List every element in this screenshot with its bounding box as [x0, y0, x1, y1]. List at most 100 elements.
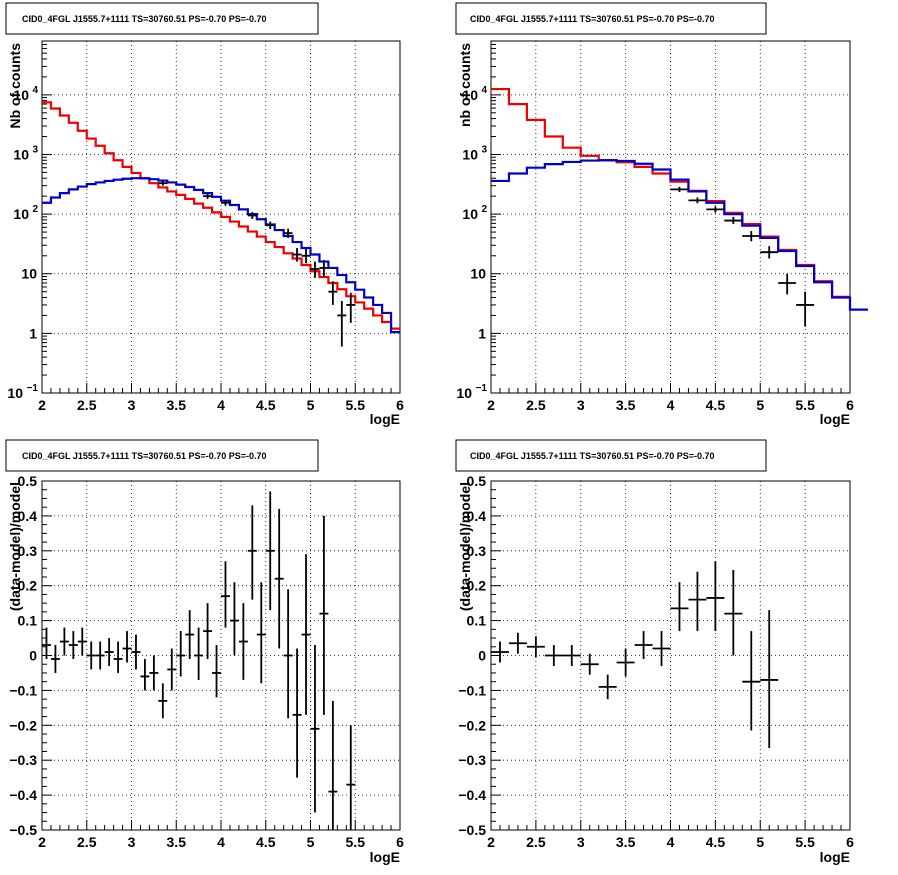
x-tick-label: 4: [667, 397, 675, 413]
panel-counts-right: CID0_4FGL J1555.7+1111 TS=30760.51 PS=-0…: [455, 2, 868, 427]
x-tick-label: 6: [396, 397, 404, 413]
x-axis-label: logE: [370, 849, 400, 865]
data-point: [652, 631, 671, 666]
x-tick-label: 3: [128, 397, 136, 413]
data-point: [301, 554, 311, 715]
data-point: [256, 582, 266, 684]
y-tick-label: 10: [470, 266, 486, 282]
y-tick-label: −0.4: [458, 787, 486, 803]
y-tick-label: 0.4: [18, 508, 38, 524]
data-point: [301, 248, 311, 264]
data-point: [158, 683, 168, 719]
data-point: [104, 638, 114, 666]
panel-title: CID0_4FGL J1555.7+1111 TS=30760.51 PS=-0…: [470, 14, 715, 24]
data-point: [86, 641, 96, 670]
y-tick-exponent: 3: [32, 144, 38, 155]
y-tick-label: 1: [29, 325, 37, 341]
panel-title: CID0_4FGL J1555.7+1111 TS=30760.51 PS=-0…: [22, 14, 267, 24]
y-tick-label: 10: [13, 206, 29, 222]
x-tick-label: 4.5: [256, 397, 276, 413]
y-tick-label: −0.2: [458, 717, 486, 733]
y-tick-label: −0.2: [9, 717, 37, 733]
y-tick-label: 0: [29, 648, 37, 664]
data-point: [140, 658, 150, 691]
y-tick-label: 0.3: [18, 543, 38, 559]
y-tick-label: −0.3: [9, 752, 37, 768]
y-tick-label: 10: [462, 87, 478, 103]
data-point: [796, 291, 815, 327]
data-point: [724, 569, 743, 656]
data-point: [328, 281, 338, 305]
y-tick-label: 10: [13, 87, 29, 103]
panel-residuals-left: CID0_4FGL J1555.7+1111 TS=30760.51 PS=-0…: [5, 439, 404, 865]
y-tick-label: −0.5: [458, 822, 486, 838]
y-tick-label: 10: [456, 385, 472, 401]
y-axis-label: (data-model)/model: [457, 482, 473, 611]
title-box: [5, 439, 319, 472]
x-tick-label: 2: [38, 834, 46, 850]
y-tick-exponent: 4: [481, 85, 487, 96]
data-point: [203, 193, 213, 199]
x-tick-label: 2: [38, 397, 46, 413]
data-point: [265, 221, 275, 230]
data-point: [319, 515, 329, 715]
data-point: [283, 589, 293, 719]
x-tick-label: 4.5: [706, 397, 726, 413]
data-point: [283, 228, 293, 238]
data-point: [616, 648, 635, 677]
data-point: [292, 648, 302, 778]
x-tick-label: 5: [307, 397, 315, 413]
data-point: [724, 216, 743, 225]
x-axis-label: logE: [370, 411, 400, 427]
y-tick-label: −0.4: [9, 787, 37, 803]
x-tick-label: 3: [577, 834, 585, 850]
data-point: [688, 197, 707, 204]
y-axis-label: (data-model)/model: [7, 482, 23, 611]
y-tick-label: 0.1: [18, 613, 38, 629]
component-model-histogram: [491, 159, 868, 311]
x-tick-label: 5.5: [795, 834, 815, 850]
data-point: [706, 206, 725, 213]
y-tick-label: 0.4: [467, 508, 487, 524]
y-tick-label: −0.3: [458, 752, 486, 768]
y-axis-label: Nb of counts: [7, 43, 23, 129]
x-tick-label: 5: [307, 834, 315, 850]
x-tick-label: 2.5: [77, 834, 97, 850]
data-point: [131, 634, 141, 670]
x-tick-label: 4: [217, 397, 225, 413]
data-point: [167, 648, 177, 691]
data-point: [760, 610, 779, 748]
y-tick-exponent: −1: [476, 383, 488, 394]
x-tick-label: 5.5: [795, 397, 815, 413]
data-point: [50, 645, 60, 673]
data-point: [337, 300, 347, 347]
x-tick-label: 2.5: [77, 397, 97, 413]
y-tick-label: −0.1: [9, 682, 37, 698]
x-tick-label: 5.5: [346, 834, 366, 850]
y-tick-label: 0.2: [18, 578, 38, 594]
y-tick-label: 1: [478, 325, 486, 341]
data-point: [194, 627, 204, 680]
data-point: [508, 632, 527, 654]
data-point: [544, 645, 563, 666]
x-tick-label: 3: [128, 834, 136, 850]
data-point: [221, 200, 230, 206]
data-point: [562, 645, 581, 666]
x-tick-label: 6: [846, 397, 854, 413]
y-tick-label: 0.3: [467, 543, 487, 559]
data-point: [113, 641, 123, 673]
x-tick-label: 3.5: [167, 397, 187, 413]
data-point: [238, 603, 248, 680]
data-point: [346, 725, 356, 830]
data-point: [77, 627, 87, 656]
data-point: [247, 505, 257, 600]
x-tick-label: 3.5: [616, 834, 636, 850]
y-tick-label: 0.5: [18, 473, 38, 489]
data-point: [95, 641, 105, 670]
y-tick-label: 0: [478, 648, 486, 664]
x-tick-label: 5.5: [346, 397, 366, 413]
data-point: [42, 627, 51, 659]
data-point: [212, 645, 221, 698]
data-point: [742, 631, 761, 731]
